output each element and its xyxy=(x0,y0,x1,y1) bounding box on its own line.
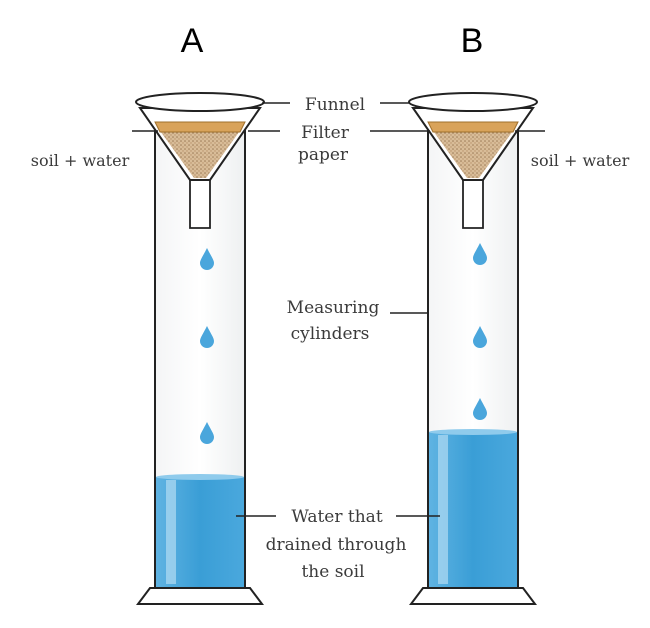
funnel-a-rim xyxy=(135,92,265,112)
measuring-label-line1: Measuring xyxy=(287,298,380,318)
label-a: A xyxy=(181,22,204,60)
filter-label-line1: Filter xyxy=(301,123,350,143)
cylinder-a-water-highlight xyxy=(166,480,176,584)
drained-label-line3: the soil xyxy=(301,562,364,582)
cylinder-b-base xyxy=(409,587,537,605)
drained-label-line2: drained through xyxy=(266,535,407,555)
water-drop-icon xyxy=(200,326,214,348)
cylinder-b-water-highlight xyxy=(438,435,448,584)
drained-label-line1: Water that xyxy=(291,507,382,527)
funnel-a-stem xyxy=(189,178,211,229)
soil-water-label-b: soil + water xyxy=(531,151,630,170)
water-drop-icon xyxy=(200,422,214,444)
soil-water-label-a: soil + water xyxy=(31,151,130,170)
water-drop-icon xyxy=(473,398,487,420)
water-drop-icon xyxy=(473,326,487,348)
water-drop-icon xyxy=(200,248,214,270)
funnel-b-stem xyxy=(462,178,484,229)
label-b: B xyxy=(461,22,484,60)
funnel-b-soil xyxy=(431,128,515,178)
water-drop-icon xyxy=(473,243,487,265)
filter-label-line2: paper xyxy=(298,145,349,165)
cylinder-a xyxy=(135,92,265,605)
cylinder-a-water-surface xyxy=(156,474,244,480)
funnel-b-rim xyxy=(408,92,538,112)
leader-lines xyxy=(132,102,545,517)
cylinder-b xyxy=(408,92,538,605)
funnel-label: Funnel xyxy=(305,95,365,115)
filter-paper-a xyxy=(154,121,246,133)
funnel-a-soil xyxy=(158,128,242,178)
measuring-label-line2: cylinders xyxy=(291,324,370,344)
filter-paper-b xyxy=(427,121,519,133)
cylinder-b-water-surface xyxy=(429,429,517,435)
cylinder-a-base xyxy=(136,587,264,605)
